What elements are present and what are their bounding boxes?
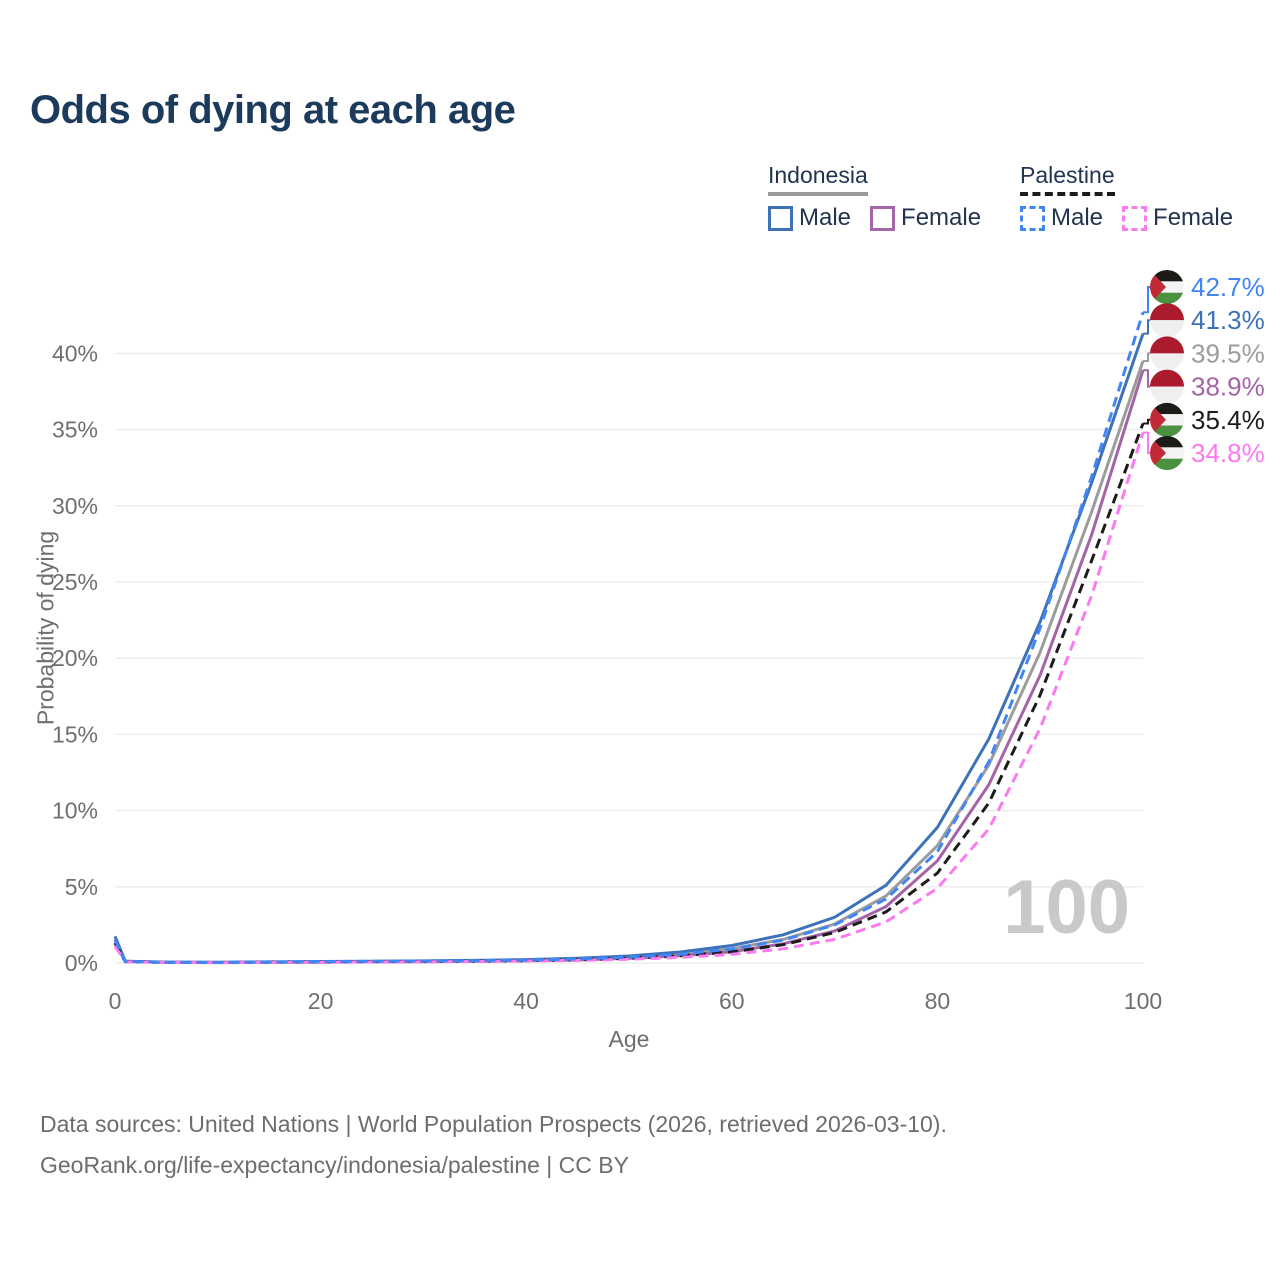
- label-connector-palestine-total: [1143, 418, 1151, 425]
- label-connector-indonesia-male: [1143, 319, 1151, 335]
- legend-item-label: Female: [901, 204, 982, 231]
- flag-icon-palestine: [1150, 403, 1184, 437]
- legend-group-palestine: Palestine Male Female: [1020, 162, 1233, 232]
- gridlines: 0% 5% 10% 15% 20% 25% 30% 35% 40% 0 20 40 60 80 100: [52, 340, 1162, 1014]
- y-tick-label: 20%: [52, 645, 98, 671]
- label-connector-palestine-male: [1143, 286, 1151, 314]
- flag-icon-indonesia: [1150, 370, 1184, 404]
- x-axis-title: Age: [608, 1026, 650, 1052]
- label-connector-palestine-female: [1143, 431, 1151, 454]
- y-tick-label: 10%: [52, 798, 98, 824]
- y-tick-label: 15%: [52, 721, 98, 747]
- flag-icon-indonesia: [1150, 303, 1184, 337]
- legend-item-label: Female: [1153, 204, 1234, 231]
- footer-url-line: GeoRank.org/life-expectancy/indonesia/pa…: [40, 1152, 629, 1178]
- age-watermark: 100: [1003, 865, 1130, 950]
- indonesia-male-swatch-icon: [768, 205, 793, 231]
- y-tick-label: 5%: [65, 874, 98, 900]
- page-title: Odds of dying at each age: [30, 88, 516, 132]
- y-tick-label: 25%: [52, 569, 98, 595]
- label-connector-indonesia-total: [1143, 352, 1151, 362]
- x-tick-label: 20: [308, 988, 334, 1014]
- y-tick-label: 40%: [52, 340, 98, 366]
- legend-item-palestine-male[interactable]: Male: [1020, 204, 1103, 232]
- end-value-label-palestine-total: 35.4%: [1191, 405, 1265, 435]
- end-value-label-palestine-male: 42.7%: [1191, 272, 1265, 302]
- flag-icon-palestine: [1150, 436, 1184, 470]
- footer-source-line: Data sources: United Nations | World Pop…: [40, 1111, 947, 1137]
- legend-item-indonesia-female[interactable]: Female: [870, 204, 981, 232]
- series-lines: [113, 311, 1145, 965]
- series-line-indonesia-male[interactable]: [113, 333, 1145, 964]
- x-tick-label: 40: [513, 988, 539, 1014]
- flag-icon-palestine: [1150, 270, 1184, 304]
- y-tick-label: 30%: [52, 493, 98, 519]
- x-tick-label: 60: [719, 988, 745, 1014]
- legend-item-label: Male: [1051, 204, 1104, 231]
- legend-header-indonesia: Indonesia: [768, 162, 868, 196]
- legend-item-palestine-female[interactable]: Female: [1122, 204, 1233, 232]
- legend-group-indonesia: Indonesia Male Female: [768, 162, 981, 232]
- palestine-male-swatch-icon: [1020, 205, 1045, 231]
- legend-item-label: Male: [799, 204, 852, 231]
- end-value-label-indonesia-total: 39.5%: [1191, 338, 1265, 368]
- end-labels: 42.7%41.3%39.5% 38.9%35.4%34.8%: [1143, 270, 1265, 470]
- series-line-palestine-male[interactable]: [113, 311, 1145, 965]
- indonesia-female-swatch-icon: [870, 205, 896, 231]
- end-value-label-indonesia-male: 41.3%: [1191, 305, 1265, 335]
- flag-icon-indonesia: [1150, 336, 1184, 370]
- end-value-label-indonesia-female: 38.9%: [1191, 372, 1265, 402]
- legend-item-indonesia-male[interactable]: Male: [768, 204, 851, 232]
- x-tick-label: 0: [109, 988, 122, 1014]
- series-line-palestine-female[interactable]: [113, 432, 1145, 965]
- palestine-female-swatch-icon: [1122, 205, 1148, 231]
- x-tick-label: 100: [1124, 988, 1162, 1014]
- y-tick-label: 35%: [52, 417, 98, 443]
- y-tick-label: 0%: [65, 950, 98, 976]
- label-connector-indonesia-female: [1143, 369, 1151, 388]
- y-axis-title: Probability of dying: [32, 530, 59, 726]
- legend-header-palestine: Palestine: [1020, 162, 1115, 196]
- end-value-label-palestine-female: 34.8%: [1191, 438, 1265, 468]
- x-tick-label: 80: [925, 988, 951, 1014]
- footer: Data sources: United Nations | World Pop…: [40, 1104, 947, 1186]
